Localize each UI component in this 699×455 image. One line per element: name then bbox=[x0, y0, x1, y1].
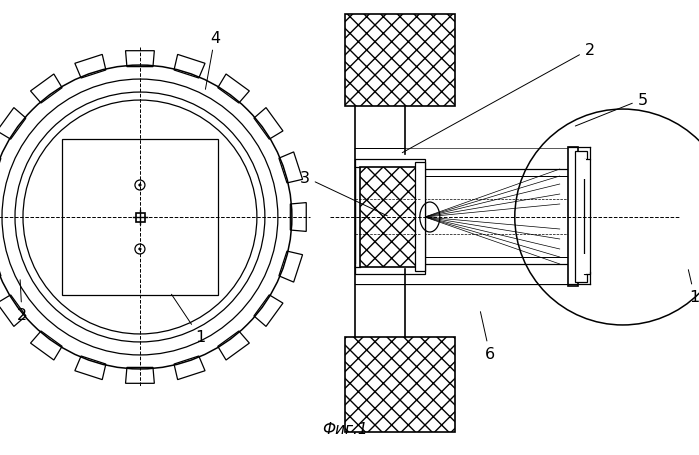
Text: Фиг.1: Фиг.1 bbox=[322, 421, 368, 436]
Text: 2: 2 bbox=[402, 42, 595, 153]
Circle shape bbox=[138, 184, 141, 187]
Bar bbox=[136, 213, 145, 222]
Text: 5: 5 bbox=[575, 92, 648, 127]
Bar bbox=[355, 160, 425, 274]
Text: 6: 6 bbox=[480, 312, 495, 362]
Bar bbox=[415, 163, 425, 271]
Bar bbox=[568, 148, 578, 286]
Text: 1: 1 bbox=[689, 270, 699, 305]
Circle shape bbox=[2, 80, 278, 355]
Circle shape bbox=[23, 101, 257, 334]
Text: 4: 4 bbox=[206, 30, 220, 90]
Text: 1: 1 bbox=[171, 295, 205, 345]
Bar bbox=[575, 152, 586, 283]
Bar bbox=[345, 337, 455, 432]
Bar bbox=[578, 160, 586, 180]
Text: 3: 3 bbox=[300, 170, 387, 216]
Text: 2: 2 bbox=[17, 280, 27, 323]
Bar bbox=[355, 150, 570, 170]
Circle shape bbox=[0, 66, 292, 369]
Bar bbox=[345, 15, 455, 107]
Circle shape bbox=[15, 93, 265, 342]
Bar bbox=[355, 150, 575, 284]
Bar bbox=[578, 254, 586, 274]
Bar bbox=[360, 167, 420, 268]
Bar bbox=[355, 264, 570, 284]
Bar bbox=[62, 140, 218, 295]
Circle shape bbox=[138, 248, 141, 251]
Bar bbox=[584, 160, 590, 274]
Polygon shape bbox=[355, 150, 570, 165]
